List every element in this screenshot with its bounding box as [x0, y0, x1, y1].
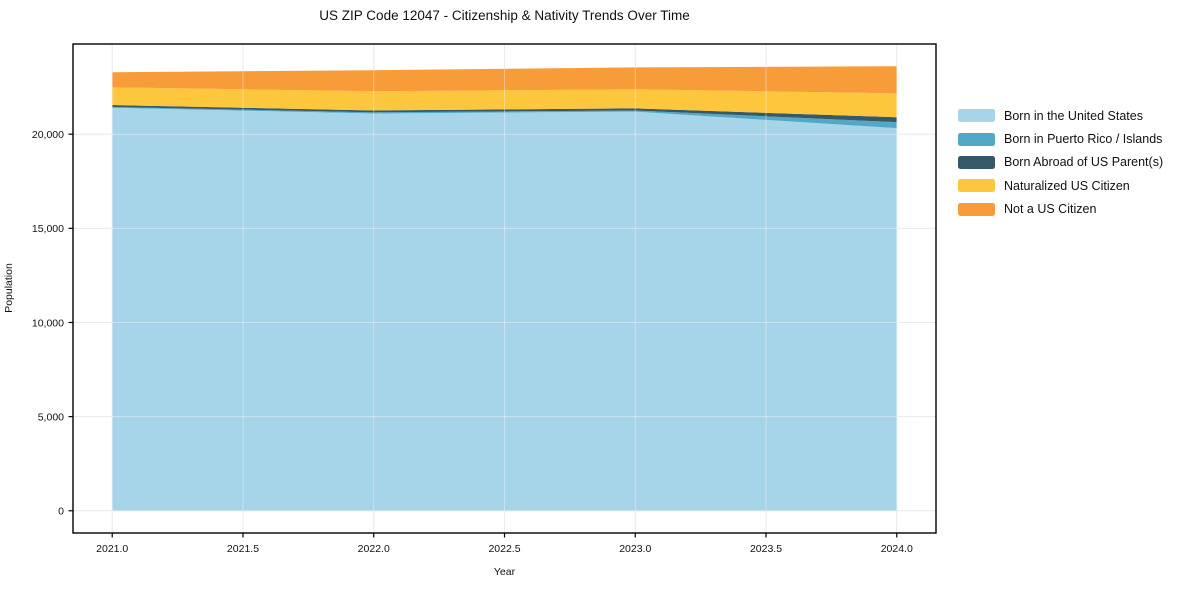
area-series-4 — [112, 66, 897, 94]
legend-swatch-icon — [958, 155, 995, 169]
y-tick-label: 0 — [58, 506, 64, 518]
x-axis-label: Year — [493, 566, 516, 578]
legend-item: Born Abroad of US Parent(s) — [958, 151, 1163, 174]
area-series-1 — [112, 106, 897, 129]
legend-label: Born Abroad of US Parent(s) — [1004, 155, 1164, 170]
legend-swatch-icon — [958, 109, 995, 123]
legend-item: Naturalized US Citizen — [958, 174, 1163, 197]
x-tick-label: 2021.0 — [96, 543, 128, 555]
x-tick-label: 2022.0 — [358, 543, 390, 555]
y-tick-label: 10,000 — [32, 317, 64, 329]
area-series-0 — [112, 107, 897, 511]
x-tick-label: 2023.5 — [750, 543, 782, 555]
legend-label: Born in Puerto Rico / Islands — [1004, 132, 1163, 147]
legend-swatch-icon — [958, 132, 995, 146]
chart-title: US ZIP Code 12047 - Citizenship & Nativi… — [319, 8, 690, 23]
x-tick-label: 2022.5 — [488, 543, 520, 555]
legend-swatch-icon — [958, 202, 995, 216]
legend-item: Not a US Citizen — [958, 198, 1163, 221]
area-series-3 — [112, 87, 897, 118]
legend-item: Born in the United States — [958, 104, 1163, 127]
x-tick-label: 2024.0 — [881, 543, 913, 555]
legend: Born in the United States Born in Puerto … — [958, 104, 1163, 221]
legend-item: Born in Puerto Rico / Islands — [958, 127, 1163, 150]
legend-label: Born in the United States — [1004, 108, 1143, 123]
x-tick-label: 2021.5 — [227, 543, 259, 555]
y-tick-label: 20,000 — [32, 129, 64, 141]
legend-label: Naturalized US Citizen — [1004, 178, 1130, 193]
x-tick-label: 2023.0 — [619, 543, 651, 555]
area-series-2 — [112, 105, 897, 123]
legend-label: Not a US Citizen — [1004, 202, 1097, 217]
legend-swatch-icon — [958, 179, 995, 193]
y-tick-label: 5,000 — [38, 411, 64, 423]
y-tick-label: 15,000 — [32, 223, 64, 235]
